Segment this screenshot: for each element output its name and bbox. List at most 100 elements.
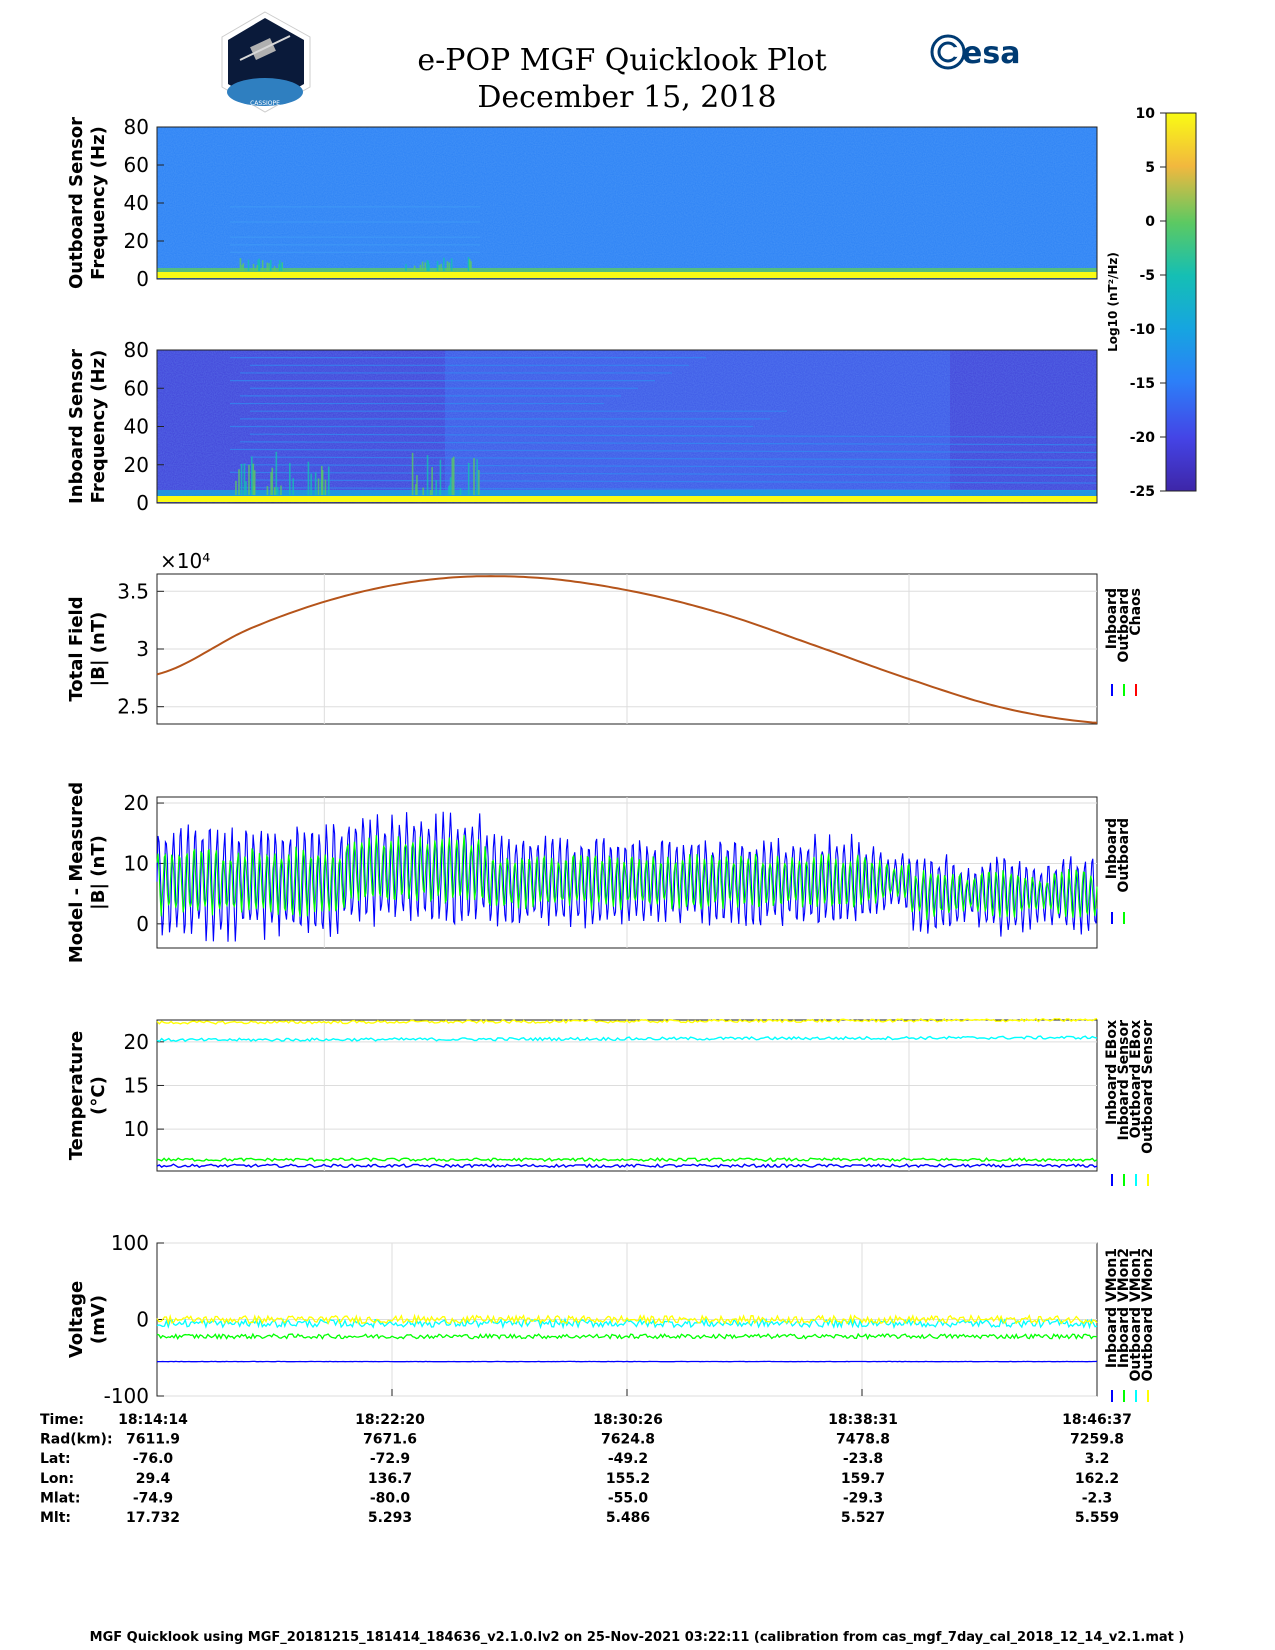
voltage-ylabel-line-1: (mV) [88,1295,109,1344]
inboard-burst-streak [275,451,278,495]
temperature-legend-label: Inboard Sensor [1116,1020,1132,1141]
inboard-burst-streak [435,480,438,495]
outboard-y-tick-label: 60 [124,153,149,177]
outboard-burst-streak [258,262,261,271]
inboard-y-tick-label: 60 [124,376,149,400]
inboard-burst-streak [273,487,276,495]
x-row-value: -29.3 [843,1490,883,1506]
total-field-exponent: ×10⁴ [160,549,210,573]
colorbar-tick-label: 5 [1145,160,1155,176]
temperature-series-inboard-sensor [156,1157,1098,1163]
x-row-value: 5.486 [606,1510,650,1526]
x-row-value: 5.559 [1075,1510,1119,1526]
outboard-burst-streak [440,263,442,271]
outboard-burst-streak [424,262,426,271]
outboard-burst-streak [257,259,259,271]
outboard-burst-streak [436,260,439,271]
temperature-series-inboard-ebox [156,1163,1098,1169]
model-measured-y-ticks: 0 10 20 [124,791,164,936]
temperature-series-outboard-ebox [156,1035,1098,1043]
inboard-low-band [157,490,1097,496]
inboard-burst-streak [449,477,452,495]
x-row-value: 18:22:20 [355,1412,425,1428]
inboard-harmonic-line [239,441,1098,446]
outboard-burst-streak [428,264,430,271]
colorbar-ticks: 10 5 0 -5 -10 -15 -20 -25 [1130,106,1166,500]
inboard-y-tick-label: 20 [124,453,149,477]
outboard-burst-streak [470,261,472,271]
outboard-burst-streak [280,262,283,271]
footer-note: MGF Quicklook using MGF_20181215_181414_… [90,1630,1185,1645]
outboard-bursts [239,257,472,271]
inboard-burst-streak [431,467,433,495]
inboard-burst-streak [416,475,418,495]
x-row-value: 18:14:14 [118,1412,188,1428]
colorbar-tick-label: -10 [1130,322,1156,338]
inboard-ylabel-line-1: Frequency (Hz) [88,350,109,504]
temperature-ylabel-line-1: (°C) [88,1076,109,1115]
inboard-burst-streak [276,487,279,495]
total-field-y-tick-label: 2.5 [117,695,149,719]
x-row-value: 18:38:31 [828,1412,898,1428]
model-measured-y-tick-label: 10 [124,851,149,875]
inboard-burst-streak [292,478,295,495]
x-row-value: 7671.6 [363,1432,417,1448]
voltage-y-ticks: -100 0 100 [104,1231,164,1408]
x-row-value: 5.527 [841,1510,885,1526]
outboard-burst-streak [448,262,451,271]
voltage-ylabel-line-0: Voltage [66,1281,87,1358]
inboard-burst-streak [459,488,462,495]
outboard-burst-streak [273,266,276,271]
x-row-label: Mlt: [40,1510,71,1526]
voltage-y-label: Voltage (mV) [66,1281,109,1358]
inboard-spectrogram-panel: 0 20 40 60 80 Inboard Sensor Frequency (Hz) [66,338,1098,515]
model-measured-legend-label: Outboard [1116,818,1132,893]
inboard-burst-streak [235,480,237,495]
inboard-burst-streak [429,489,432,495]
outboard-burst-streak [241,264,243,271]
x-row-label: Lon: [40,1471,74,1487]
temperature-panel: 10 15 20 Temperature (°C) Inboard EBoxInboard… [66,1017,1156,1186]
voltage-legend-label: Outboard VMon1 [1128,1248,1144,1382]
outboard-burst-streak [426,260,429,271]
voltage-legend-label: Inboard VMon2 [1116,1248,1132,1368]
outboard-burst-streak [438,264,440,271]
inboard-burst-streak [243,463,246,495]
inboard-burst-streak [252,463,255,495]
cassiope-logo-text: CASSIOPE [250,100,280,107]
outboard-burst-streak [468,259,471,271]
outboard-burst-streak [256,265,259,271]
inboard-burst-streak [240,463,243,495]
temperature-legend-label: Outboard EBox [1128,1020,1144,1138]
inboard-burst-streak [411,452,414,495]
outboard-spectrogram-panel: 0 20 40 60 80 Outboard Sensor Frequency (Hz) [66,115,1098,291]
x-row-label: Time: [40,1412,84,1428]
x-row-value: 18:46:37 [1062,1412,1132,1428]
outboard-burst-streak [261,260,264,271]
x-row-value: -80.0 [370,1490,411,1506]
outboard-burst-streak [405,264,407,271]
inboard-burst-streak [320,465,323,495]
colorbar-tick-label: -20 [1130,430,1156,446]
inboard-burst-streak [288,462,291,495]
inboard-burst-streak [307,461,310,495]
outboard-burst-streak [446,261,449,271]
total-field-series-line [156,575,1098,724]
inboard-burst-streak [327,466,330,495]
inboard-harmonic-line [249,433,1098,438]
total-field-y-tick-label: 3 [136,637,149,661]
page-date: December 15, 2018 [477,80,776,115]
colorbar-tick-label: 10 [1136,106,1156,122]
inboard-y-label: Inboard Sensor Frequency (Hz) [66,349,109,504]
total-field-ylabel-line-0: Total Field [66,596,87,701]
temperature-y-tick-label: 10 [124,1117,149,1141]
inboard-burst-streak [415,484,417,495]
inboard-y-tick-label: 40 [124,415,149,439]
voltage-legend-label: Outboard VMon2 [1140,1248,1156,1382]
temperature-series-outboard-sensor [156,1017,1098,1025]
outboard-burst-streak [252,263,255,271]
outboard-burst-streak [239,258,242,271]
x-row-value: 159.7 [841,1471,885,1487]
outboard-burst-streak [242,263,245,271]
colorbar-tick-label: -5 [1139,268,1155,284]
